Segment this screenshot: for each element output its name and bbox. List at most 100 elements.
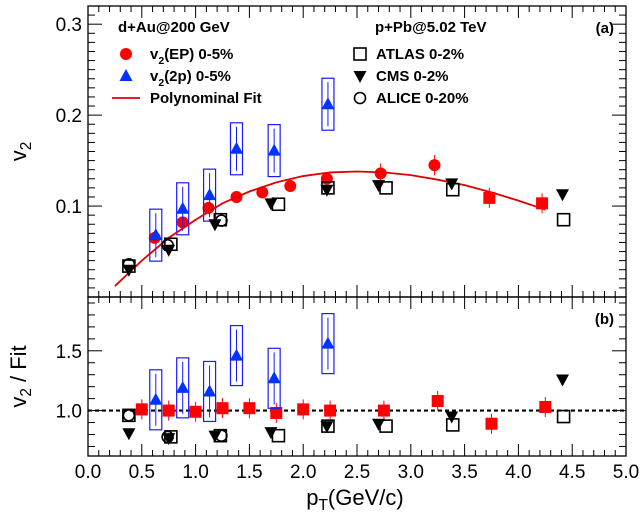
legend-down-triangle-marker (353, 71, 367, 83)
panel-a-y-axis-title-main: v (6, 150, 31, 161)
x-tick-label: 4.0 (505, 462, 531, 483)
alice-0-20-point (122, 409, 136, 422)
panel-b-ylabel-group: v2 / Fit (6, 345, 35, 407)
alice-0-20-point (161, 430, 174, 444)
legend-left-label-0-rest: (EP) 0-5% (164, 46, 233, 63)
v2-2p-0-5-point (176, 380, 190, 393)
legend-left-label-0: v2(EP) 0-5% (150, 46, 233, 67)
legend-left-label-2: Polynominal Fit (150, 90, 262, 107)
ep-4-gev-point (536, 197, 549, 210)
x-tick-label: 0.0 (75, 462, 101, 483)
v2-ep-0-5-point (243, 402, 256, 415)
x-tick-label: 3.0 (398, 462, 424, 483)
cms-0-2-point (556, 374, 570, 387)
v2-2p-0-5-point (149, 228, 163, 241)
legend-left-label-1-rest: (2p) 0-5% (164, 68, 231, 85)
alice-0-20-point (215, 214, 228, 227)
panel-a-ytick-label: 0.3 (56, 15, 82, 36)
legend-open-square-marker (353, 47, 367, 61)
x-tick-label: 5.0 (613, 462, 639, 483)
v2-2p-sys-box (202, 360, 217, 423)
cms-0-2-point (445, 411, 459, 424)
x-tick-label: 1.5 (236, 462, 262, 483)
panel-a-y-axis-title-sub: 2 (18, 142, 35, 151)
v2-2p-sys-box (321, 77, 335, 131)
legend-left-label-0-main: v (150, 46, 159, 63)
fit-curve (114, 170, 546, 287)
legend-triangle-marker (119, 69, 133, 81)
legend-left-label-1-main: v (150, 68, 159, 85)
alice-0-20-point (161, 238, 174, 252)
ep-4-gev-point (483, 191, 496, 204)
panel-a-plot-area (114, 77, 571, 287)
atlas-0-2-point (556, 212, 571, 227)
panel-a-y-axis-title: v2 (6, 142, 35, 162)
v2-ep-0-5-point (485, 417, 498, 430)
panel-a-tag: (a) (596, 20, 614, 37)
atlas-0-2-point (556, 409, 571, 424)
v2-2p-sys-box (149, 208, 163, 262)
v2-2p-0-5-point (267, 371, 281, 384)
cms-0-2-point (556, 189, 570, 202)
x-tick-label: 4.5 (559, 462, 585, 483)
panel-a-plot: 0.10.20.3v2(a)d+Au@200 GeV p+Pb@5.02 TeVv… (6, 5, 627, 298)
x-axis-title-sub: T (319, 497, 329, 512)
v2-2p-sys-box (176, 182, 190, 236)
x-tick-label: 0.5 (129, 462, 155, 483)
v2-2p-sys-box (229, 324, 244, 387)
v2-2p-0-5-point (203, 384, 217, 397)
v2-ep-0-5-point (216, 402, 229, 415)
legend-left-label-1-sub: 2 (158, 77, 164, 89)
cms-0-2-point (264, 427, 278, 440)
cms-0-2-point (372, 180, 386, 193)
legend-left-label-0-sub: 2 (158, 55, 164, 67)
v2-ep-0-5-point (135, 403, 148, 416)
panel-a-ylabel-group: v2 (6, 142, 35, 162)
panel-b-plot: 1.0 1.5 0.0 0.5 1.0 1.5 2.0 2.5 3.0 3.5 4.0 4.5 5.0 p… (6, 296, 639, 512)
panel-b-y-axis-title-main: v (6, 397, 31, 408)
cms-0-2-point (320, 184, 334, 197)
v2-2p-0-5-point (321, 97, 335, 110)
v2-ep-0-5-point (284, 180, 297, 193)
atlas-0-2-point (321, 419, 335, 433)
v2-2p-0-5-point (176, 201, 190, 214)
legend-open-circle-marker (353, 91, 367, 105)
panel-b-y-axis-title: v2 / Fit (6, 345, 35, 407)
v2-2p-sys-box (149, 369, 163, 431)
alice-0-20-point (215, 429, 228, 442)
v2-2p-0-5-point (229, 348, 243, 361)
v2-ep-0-5-point (428, 159, 441, 172)
legend-circle-marker (120, 48, 132, 60)
x-tick-label: 1.0 (182, 462, 208, 483)
v2-2p-sys-box (176, 357, 190, 419)
x-tick-label: 2.5 (344, 462, 370, 483)
cms-0-2-point (208, 219, 222, 232)
panel-b-plot-area (88, 313, 626, 446)
panel-b-y-axis-title-sub: 2 (18, 388, 35, 397)
legend-left-label-1: v2(2p) 0-5% (150, 68, 231, 89)
legend-right-label-1: CMS 0-2% (376, 68, 449, 85)
v2-2p-sys-box (229, 122, 244, 176)
cms-0-2-point (320, 421, 334, 434)
v2-2p-0-5-point (321, 336, 335, 349)
legend-header-right: p+Pb@5.02 TeV (375, 19, 486, 36)
v2-2p-sys-box (321, 313, 335, 375)
v2-2p-sys-box (267, 123, 281, 178)
v2-ep-0-5-point (189, 405, 202, 418)
x-tick-label: 3.5 (451, 462, 477, 483)
panel-a-ytick-label: 0.2 (56, 106, 82, 127)
x-axis-title: pT(GeV/c) (306, 485, 403, 512)
panel-b-y-axis-title-rest: / Fit (6, 345, 31, 388)
x-axis-title-rest: (GeV/c) (328, 485, 404, 510)
v2-2p-0-5-point (267, 143, 281, 156)
v2-ep-0-5-point (270, 406, 283, 419)
alice-0-20-point (122, 257, 136, 271)
v2-ep-0-5-point (324, 404, 337, 417)
cms-0-2-point (162, 433, 176, 446)
cms-0-2-point (372, 418, 386, 431)
legend-header-left: d+Au@200 GeV (118, 19, 230, 36)
panel-b-ytick-label: 1.5 (56, 342, 82, 363)
cms-0-2-point (208, 430, 222, 443)
panel-a-ytick-label: 0.1 (56, 197, 82, 218)
